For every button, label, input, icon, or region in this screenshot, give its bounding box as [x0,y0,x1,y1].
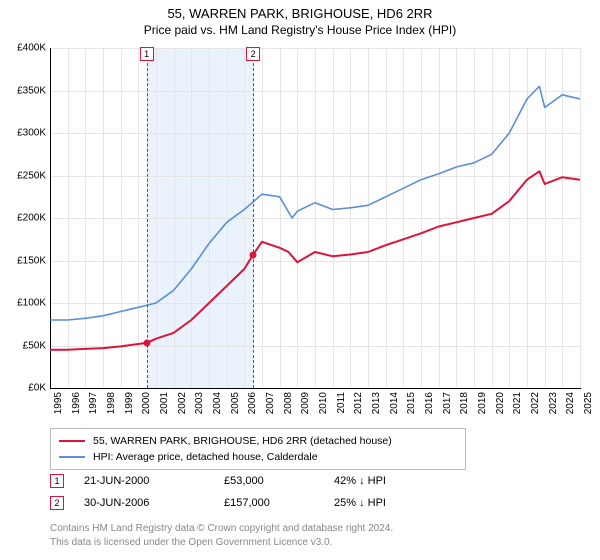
x-tick-label: 2023 [548,392,559,414]
x-tick-label: 2002 [177,392,188,414]
x-tick-label: 1997 [88,392,99,414]
x-tick-label: 2001 [159,392,170,414]
x-tick-label: 2007 [265,392,276,414]
footer-line: Contains HM Land Registry data © Crown c… [50,522,393,536]
x-tick-label: 2016 [424,392,435,414]
legend-swatch [59,440,85,442]
sale-row: 1 21-JUN-2000 £53,000 42% ↓ HPI [50,474,386,488]
legend: 55, WARREN PARK, BRIGHOUSE, HD6 2RR (det… [50,428,466,470]
x-tick-label: 2018 [459,392,470,414]
y-tick-label: £200K [0,213,46,224]
x-tick-label: 2025 [583,392,594,414]
legend-label: HPI: Average price, detached house, Cald… [93,451,318,463]
y-tick-label: £0K [0,383,46,394]
y-tick-label: £50K [0,340,46,351]
sale-marker-box: 1 [50,474,64,488]
y-tick-label: £300K [0,128,46,139]
sale-delta: 25% ↓ HPI [334,497,386,509]
x-tick-label: 2021 [512,392,523,414]
sale-price: £157,000 [224,497,334,509]
footer-line: This data is licensed under the Open Gov… [50,536,393,550]
sale-dot [250,251,257,258]
legend-label: 55, WARREN PARK, BRIGHOUSE, HD6 2RR (det… [93,435,392,447]
x-tick-label: 2010 [318,392,329,414]
chart-title: 55, WARREN PARK, BRIGHOUSE, HD6 2RR [0,6,600,21]
x-tick-label: 1998 [106,392,117,414]
x-tick-label: 1999 [124,392,135,414]
legend-swatch [59,456,85,458]
x-tick-label: 2019 [477,392,488,414]
chart-marker-box: 1 [140,47,154,61]
footer: Contains HM Land Registry data © Crown c… [50,522,393,549]
chart-marker-box: 2 [246,47,260,61]
y-tick-label: £100K [0,298,46,309]
x-tick-label: 2024 [565,392,576,414]
x-tick-label: 2005 [230,392,241,414]
x-tick-label: 2022 [530,392,541,414]
x-tick-label: 2006 [247,392,258,414]
x-tick-label: 2020 [495,392,506,414]
sale-marker-box: 2 [50,496,64,510]
y-tick-label: £350K [0,85,46,96]
x-tick-label: 2003 [194,392,205,414]
sale-price: £53,000 [224,475,334,487]
x-tick-label: 2000 [141,392,152,414]
legend-item: HPI: Average price, detached house, Cald… [59,449,457,465]
x-tick-label: 2011 [336,392,347,414]
sale-date: 21-JUN-2000 [84,475,224,487]
x-tick-label: 2013 [371,392,382,414]
x-tick-label: 2017 [442,392,453,414]
sale-dot [143,339,150,346]
y-tick-label: £400K [0,43,46,54]
chart-container: 55, WARREN PARK, BRIGHOUSE, HD6 2RR Pric… [0,0,600,560]
chart-subtitle: Price paid vs. HM Land Registry's House … [0,23,600,37]
x-tick-label: 2012 [353,392,364,414]
x-tick-label: 1995 [53,392,64,414]
x-tick-label: 2015 [406,392,417,414]
chart-lines [50,48,580,388]
x-tick-label: 2009 [300,392,311,414]
x-tick-label: 2008 [283,392,294,414]
chart-area: 12 £0K£50K£100K£150K£200K£250K£300K£350K… [50,48,580,388]
x-tick-label: 2014 [389,392,400,414]
x-tick-label: 2004 [212,392,223,414]
legend-item: 55, WARREN PARK, BRIGHOUSE, HD6 2RR (det… [59,433,457,449]
sale-row: 2 30-JUN-2006 £157,000 25% ↓ HPI [50,496,386,510]
y-tick-label: £150K [0,255,46,266]
sale-delta: 42% ↓ HPI [334,475,386,487]
y-tick-label: £250K [0,170,46,181]
x-tick-label: 1996 [71,392,82,414]
title-block: 55, WARREN PARK, BRIGHOUSE, HD6 2RR Pric… [0,0,600,37]
sale-date: 30-JUN-2006 [84,497,224,509]
